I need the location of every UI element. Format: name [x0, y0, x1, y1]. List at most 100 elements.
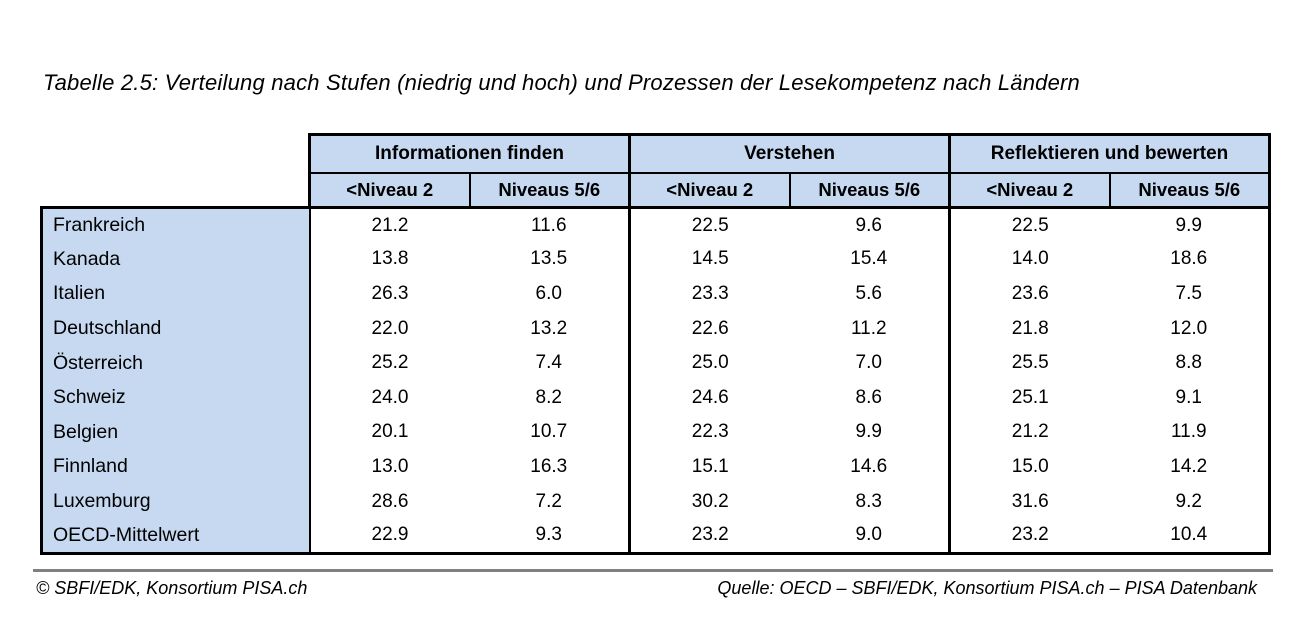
value-cell: 22.3 [628, 415, 790, 450]
value-cell: 9.0 [789, 518, 950, 555]
value-cell: 11.2 [789, 311, 950, 346]
value-cell: 21.8 [948, 311, 1110, 346]
group-header-reflektieren-und-bewerten: Reflektieren und bewerten [948, 133, 1272, 174]
value-cell: 10.4 [1109, 518, 1272, 555]
value-cell: 16.3 [469, 449, 630, 485]
table-row: OECD-Mittelwert 22.9 9.3 23.2 9.0 23.2 10.4 [40, 518, 1272, 555]
footer-source: Quelle: OECD – SBFI/EDK, Konsortium PISA… [717, 578, 1257, 598]
value-cell: 11.6 [469, 206, 630, 243]
country-cell: Deutschland [40, 311, 311, 346]
group-header-row: Informationen finden Verstehen Reflektie… [41, 133, 1272, 174]
table-row: Finnland 13.0 16.3 15.1 14.6 15.0 14.2 [40, 449, 1272, 485]
value-cell: 15.0 [948, 449, 1110, 485]
subheader-niveaus56-finden: Niveaus 5/6 [468, 172, 631, 209]
value-cell: 15.1 [628, 449, 790, 485]
group-header-verstehen: Verstehen [627, 133, 952, 174]
value-cell: 18.6 [1109, 242, 1272, 277]
value-cell: 15.4 [789, 242, 950, 277]
corner-spacer [41, 134, 310, 173]
country-cell: OECD-Mittelwert [40, 518, 311, 555]
value-cell: 11.9 [1109, 415, 1272, 450]
value-cell: 7.4 [469, 345, 630, 381]
value-cell: 8.2 [469, 380, 630, 416]
value-cell: 12.0 [1109, 311, 1272, 346]
value-cell: 14.2 [1109, 449, 1272, 485]
value-cell: 30.2 [628, 484, 790, 519]
country-cell: Finnland [40, 449, 311, 485]
table-row: Luxemburg 28.6 7.2 30.2 8.3 31.6 9.2 [40, 484, 1272, 519]
value-cell: 7.2 [469, 484, 630, 519]
value-cell: 9.1 [1109, 380, 1272, 416]
value-cell: 8.3 [789, 484, 950, 519]
value-cell: 10.7 [469, 415, 630, 450]
value-cell: 20.1 [308, 415, 470, 450]
value-cell: 23.2 [628, 518, 790, 555]
value-cell: 9.2 [1109, 484, 1272, 519]
value-cell: 22.5 [628, 206, 790, 243]
value-cell: 9.6 [789, 206, 950, 243]
pisa-levels-table: Informationen finden Verstehen Reflektie… [40, 133, 1272, 555]
table-row: Belgien 20.1 10.7 22.3 9.9 21.2 11.9 [40, 415, 1272, 450]
value-cell: 24.6 [628, 380, 790, 416]
country-cell: Luxemburg [40, 484, 311, 519]
value-cell: 31.6 [948, 484, 1110, 519]
value-cell: 7.0 [789, 345, 950, 381]
table-row: Österreich 25.2 7.4 25.0 7.0 25.5 8.8 [40, 345, 1272, 381]
table-row: Italien 26.3 6.0 23.3 5.6 23.6 7.5 [40, 276, 1272, 312]
value-cell: 23.6 [948, 276, 1110, 312]
subheader-unter-niveau2-reflektieren: <Niveau 2 [948, 172, 1111, 209]
table-header: Informationen finden Verstehen Reflektie… [41, 133, 1272, 209]
table-body: Frankreich 21.2 11.6 22.5 9.6 22.5 9.9 Kanada 13… [40, 206, 1272, 555]
group-header-informationen-finden: Informationen finden [308, 133, 631, 174]
subheader-niveaus56-verstehen: Niveaus 5/6 [788, 172, 951, 209]
country-cell: Frankreich [40, 206, 311, 243]
value-cell: 8.6 [789, 380, 950, 416]
value-cell: 9.3 [469, 518, 630, 555]
country-cell: Schweiz [40, 380, 311, 416]
value-cell: 26.3 [308, 276, 470, 312]
subheader-unter-niveau2-finden: <Niveau 2 [308, 172, 471, 209]
value-cell: 14.5 [628, 242, 790, 277]
value-cell: 25.5 [948, 345, 1110, 381]
value-cell: 13.2 [469, 311, 630, 346]
subheader-unter-niveau2-verstehen: <Niveau 2 [628, 172, 791, 209]
value-cell: 5.6 [789, 276, 950, 312]
value-cell: 8.8 [1109, 345, 1272, 381]
value-cell: 25.0 [628, 345, 790, 381]
table-row: Frankreich 21.2 11.6 22.5 9.6 22.5 9.9 [40, 206, 1272, 243]
value-cell: 28.6 [308, 484, 470, 519]
value-cell: 7.5 [1109, 276, 1272, 312]
value-cell: 6.0 [469, 276, 630, 312]
value-cell: 13.8 [308, 242, 470, 277]
value-cell: 22.0 [308, 311, 470, 346]
corner-spacer [41, 173, 310, 208]
table-row: Deutschland 22.0 13.2 22.6 11.2 21.8 12.0 [40, 311, 1272, 346]
table-row: Schweiz 24.0 8.2 24.6 8.6 25.1 9.1 [40, 380, 1272, 416]
footer-copyright: © SBFI/EDK, Konsortium PISA.ch [36, 578, 308, 598]
value-cell: 22.5 [948, 206, 1110, 243]
value-cell: 25.2 [308, 345, 470, 381]
value-cell: 23.2 [948, 518, 1110, 555]
value-cell: 23.3 [628, 276, 790, 312]
value-cell: 13.0 [308, 449, 470, 485]
table-caption: Tabelle 2.5: Verteilung nach Stufen (nie… [43, 70, 1080, 95]
footer-divider [33, 569, 1273, 572]
country-cell: Belgien [40, 415, 311, 450]
country-cell: Italien [40, 276, 311, 312]
subheader-row: <Niveau 2 Niveaus 5/6 <Niveau 2 Niveaus … [41, 172, 1272, 209]
country-cell: Österreich [40, 345, 311, 381]
subheader-niveaus56-reflektieren: Niveaus 5/6 [1108, 172, 1272, 209]
value-cell: 25.1 [948, 380, 1110, 416]
value-cell: 14.6 [789, 449, 950, 485]
value-cell: 9.9 [789, 415, 950, 450]
value-cell: 21.2 [308, 206, 470, 243]
value-cell: 22.9 [308, 518, 470, 555]
value-cell: 14.0 [948, 242, 1110, 277]
value-cell: 22.6 [628, 311, 790, 346]
table-row: Kanada 13.8 13.5 14.5 15.4 14.0 18.6 [40, 242, 1272, 277]
value-cell: 24.0 [308, 380, 470, 416]
footer: © SBFI/EDK, Konsortium PISA.ch Quelle: O… [33, 578, 1273, 599]
value-cell: 21.2 [948, 415, 1110, 450]
value-cell: 13.5 [469, 242, 630, 277]
value-cell: 9.9 [1109, 206, 1272, 243]
